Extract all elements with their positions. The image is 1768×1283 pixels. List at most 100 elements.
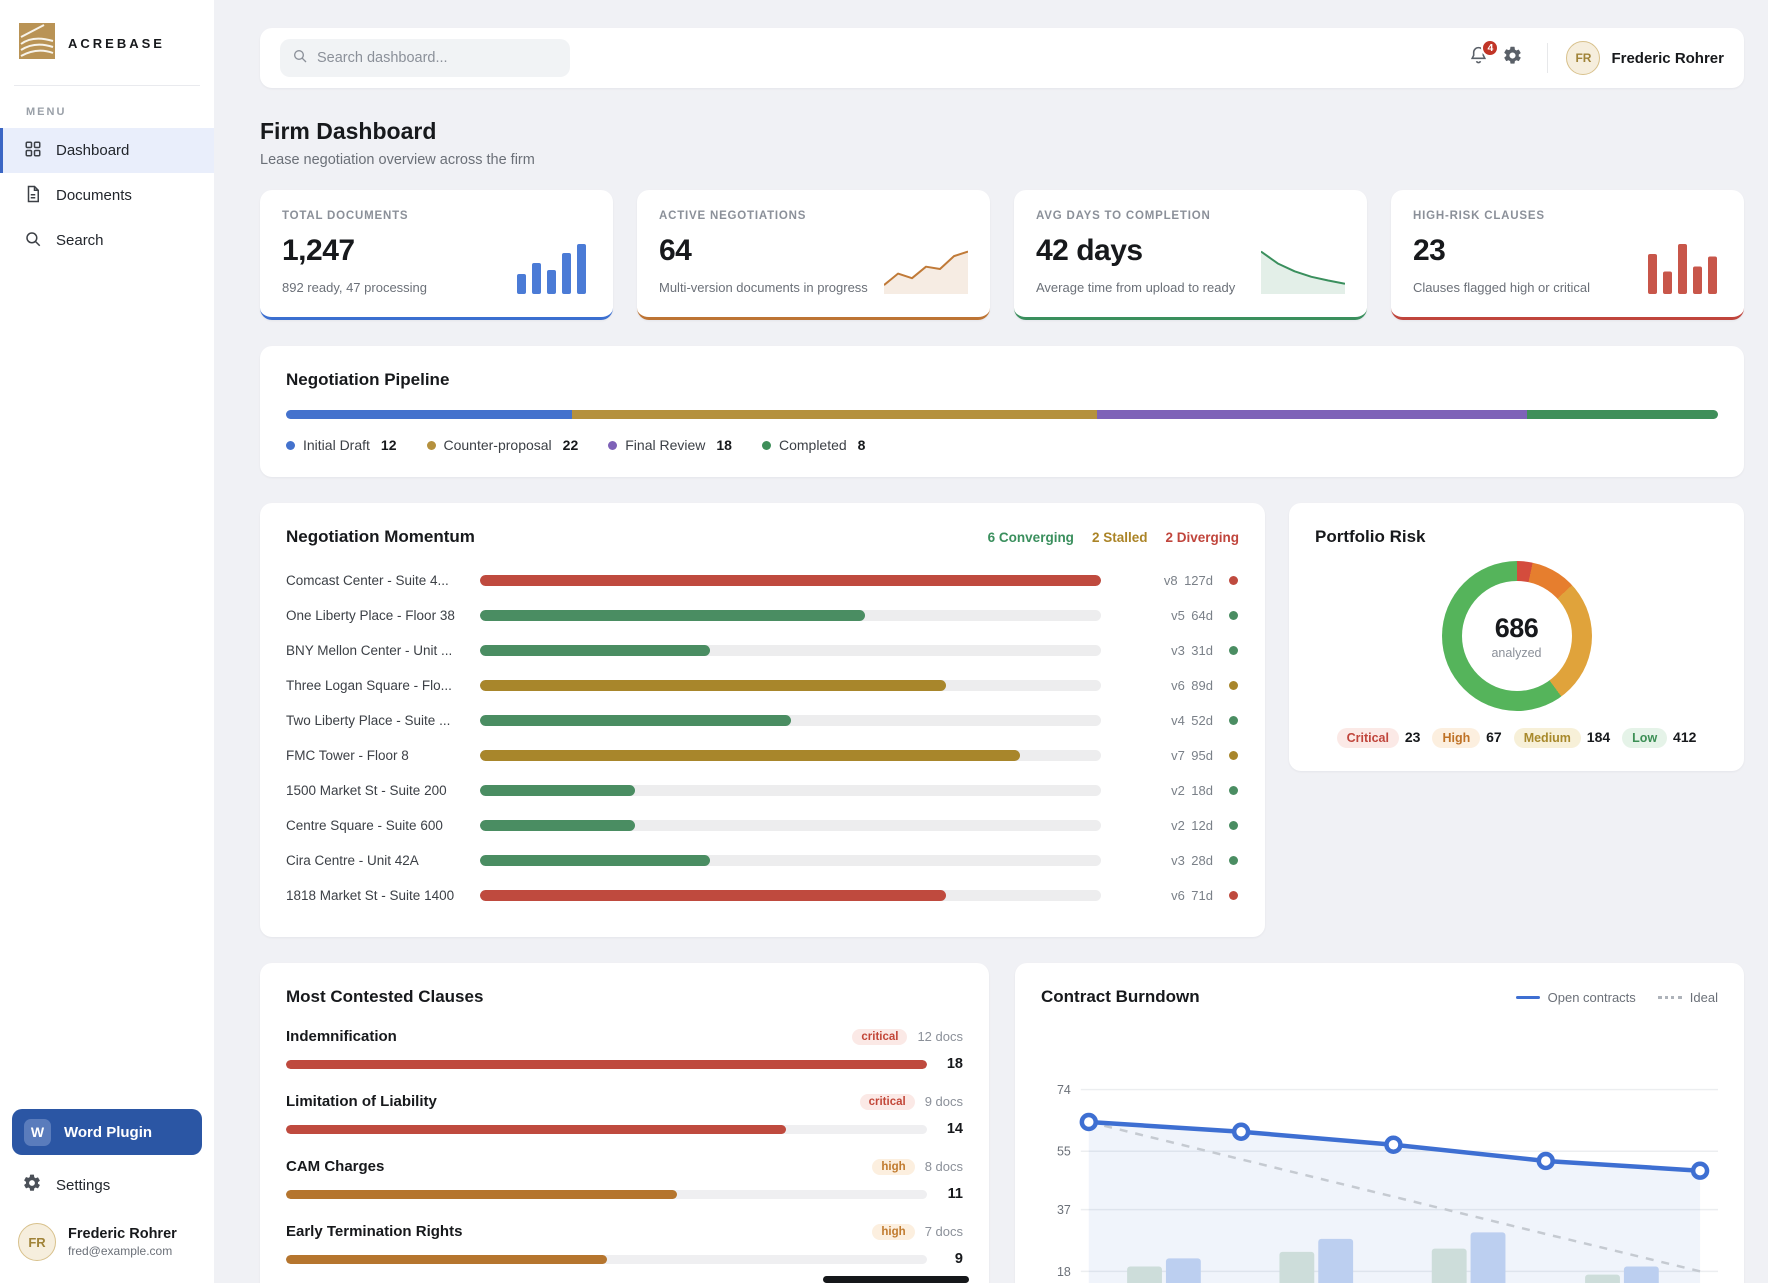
status-dot-icon <box>1229 681 1238 690</box>
stat-card: ACTIVE NEGOTIATIONS 64 Multi-version docum… <box>637 190 990 320</box>
risk-severity-count: 67 <box>1482 729 1502 745</box>
divider <box>14 85 200 86</box>
momentum-row[interactable]: Centre Square - Suite 600 v2 12d <box>286 808 1239 843</box>
word-plugin-label: Word Plugin <box>64 1123 153 1141</box>
momentum-row[interactable]: 1818 Market St - Suite 1400 v6 71d <box>286 878 1239 913</box>
pipeline-segment <box>1527 410 1718 419</box>
momentum-row-meta: v3 28d <box>1171 853 1213 868</box>
momentum-row[interactable]: Two Liberty Place - Suite ... v4 52d <box>286 703 1239 738</box>
settings-label: Settings <box>56 1176 111 1194</box>
momentum-row[interactable]: BNY Mellon Center - Unit ... v3 31d <box>286 633 1239 668</box>
momentum-row-meta: v4 52d <box>1171 713 1213 728</box>
momentum-row-meta: v2 12d <box>1171 818 1213 833</box>
user-menu[interactable]: FR Frederic Rohrer <box>1566 41 1724 75</box>
momentum-row-meta: v6 71d <box>1171 888 1213 903</box>
clause-value: 18 <box>946 1056 963 1072</box>
risk-donut-chart: 686 analyzed <box>1441 561 1592 711</box>
main-content: 4 FR Frederic Rohrer Firm Dashboard Leas… <box>214 0 1768 1283</box>
status-dot-icon <box>1229 576 1238 585</box>
brand: ACREBASE <box>0 0 214 85</box>
sidebar-item-documents[interactable]: Documents <box>0 173 214 218</box>
risk-legend-item: Medium 184 <box>1513 728 1611 748</box>
legend-dot-icon <box>761 440 771 450</box>
stat-value: 23 <box>1413 234 1446 267</box>
stat-subtext: 892 ready, 47 processing <box>282 280 428 295</box>
stat-subtext: Clauses flagged high or critical <box>1413 280 1591 295</box>
risk-severity-count: 23 <box>1400 729 1421 745</box>
risk-severity-pill: Critical <box>1336 728 1399 748</box>
sidebar-item-label: Documents <box>56 187 132 204</box>
sidebar-menu: Dashboard Documents Search <box>0 128 214 263</box>
momentum-row[interactable]: One Liberty Place - Floor 38 v5 64d <box>286 598 1239 633</box>
clause-value: 9 <box>954 1251 963 1267</box>
momentum-row-bar <box>480 645 710 656</box>
momentum-row-name: Comcast Center - Suite 4... <box>286 573 449 588</box>
risk-total: 686 <box>1494 612 1539 643</box>
topbar: 4 FR Frederic Rohrer <box>260 28 1744 88</box>
contract-burndown-card: Contract Burndown Open contracts Ideal 7… <box>1015 963 1744 1283</box>
pipeline-title: Negotiation Pipeline <box>286 370 450 389</box>
momentum-row[interactable]: Cira Centre - Unit 42A v3 28d <box>286 843 1239 878</box>
sidebar-item-dashboard[interactable]: Dashboard <box>0 128 214 173</box>
momentum-row[interactable]: Comcast Center - Suite 4... v8 127d <box>286 563 1239 598</box>
momentum-summary-item: 6 Converging <box>987 529 1074 545</box>
severity-badge: critical <box>859 1093 915 1110</box>
clause-row[interactable]: CAM Charges high 8 docs 11 <box>286 1158 963 1202</box>
clause-bar-track <box>286 1189 927 1199</box>
menu-section-label: MENU <box>26 106 67 118</box>
clause-row[interactable]: Indemnification critical 12 docs 18 <box>286 1028 963 1072</box>
clause-row[interactable]: Early Termination Rights high 7 docs 9 <box>286 1223 963 1267</box>
word-plugin-button[interactable]: W Word Plugin <box>12 1109 202 1155</box>
risk-severity-count: 184 <box>1582 729 1611 745</box>
clause-doc-count: 9 docs <box>924 1094 963 1109</box>
sidebar: ACREBASE MENU Dashboard Documents Search W… <box>0 0 214 1283</box>
page-header: Firm Dashboard Lease negotiation overvie… <box>260 118 1744 168</box>
sidebar-item-label: Search <box>56 232 104 249</box>
momentum-row[interactable]: Three Logan Square - Flo... v6 89d <box>286 668 1239 703</box>
avatar: FR <box>1566 41 1601 75</box>
stat-sparkline <box>1638 242 1722 294</box>
momentum-row-name: 1500 Market St - Suite 200 <box>286 783 447 798</box>
momentum-row-bar <box>480 715 791 726</box>
momentum-row[interactable]: 1500 Market St - Suite 200 v2 18d <box>286 773 1239 808</box>
search-box[interactable] <box>280 39 570 77</box>
stat-value: 42 days <box>1036 234 1143 267</box>
pipeline-stage-label: Counter-proposal <box>443 437 552 453</box>
clause-row-header: CAM Charges high 8 docs <box>286 1158 963 1175</box>
search-input[interactable] <box>317 50 558 66</box>
sidebar-item-search[interactable]: Search <box>0 218 214 263</box>
clause-row-header: Limitation of Liability critical 9 docs <box>286 1093 963 1110</box>
risk-total-label: analyzed <box>1491 645 1542 660</box>
sidebar-item-settings[interactable]: Settings <box>12 1155 202 1207</box>
status-dot-icon <box>1229 716 1238 725</box>
pipeline-stage-label: Final Review <box>625 437 706 453</box>
negotiation-momentum-card: Negotiation Momentum 6 Converging 2 Stall… <box>260 503 1265 937</box>
sidebar-user[interactable]: FR Frederic Rohrer fred@example.com <box>12 1207 202 1267</box>
momentum-row-meta: v7 95d <box>1171 748 1213 763</box>
svg-text:37: 37 <box>1057 1203 1071 1217</box>
sidebar-user-email: fred@example.com <box>68 1244 173 1258</box>
clause-name: Limitation of Liability <box>286 1093 437 1110</box>
notifications-button[interactable]: 4 <box>1461 39 1500 75</box>
pipeline-segment <box>286 410 573 419</box>
clause-bar-line: 11 <box>286 1186 963 1202</box>
legend-ideal: Ideal <box>1689 989 1718 1005</box>
bottom-overlay-bar <box>823 1276 969 1283</box>
momentum-row-bar <box>480 855 710 866</box>
svg-text:18: 18 <box>1057 1265 1071 1279</box>
momentum-row[interactable]: FMC Tower - Floor 8 v7 95d <box>286 738 1239 773</box>
acrebase-logo-icon <box>18 22 56 65</box>
risk-severity-pill: Medium <box>1513 728 1581 748</box>
open-contracts-line-swatch <box>1515 995 1540 999</box>
stat-label: ACTIVE NEGOTIATIONS <box>659 210 807 222</box>
clause-bar <box>286 1059 927 1069</box>
most-contested-clauses-card: Most Contested Clauses Indemnification cr… <box>260 963 989 1283</box>
clause-name: Indemnification <box>286 1028 397 1045</box>
momentum-row-track <box>480 715 1101 726</box>
momentum-row-bar <box>480 785 636 796</box>
divider <box>1547 43 1549 73</box>
momentum-row-track <box>480 680 1101 691</box>
settings-button[interactable] <box>1495 41 1529 75</box>
momentum-row-name: FMC Tower - Floor 8 <box>286 748 409 763</box>
clause-row[interactable]: Limitation of Liability critical 9 docs 14 <box>286 1093 963 1137</box>
